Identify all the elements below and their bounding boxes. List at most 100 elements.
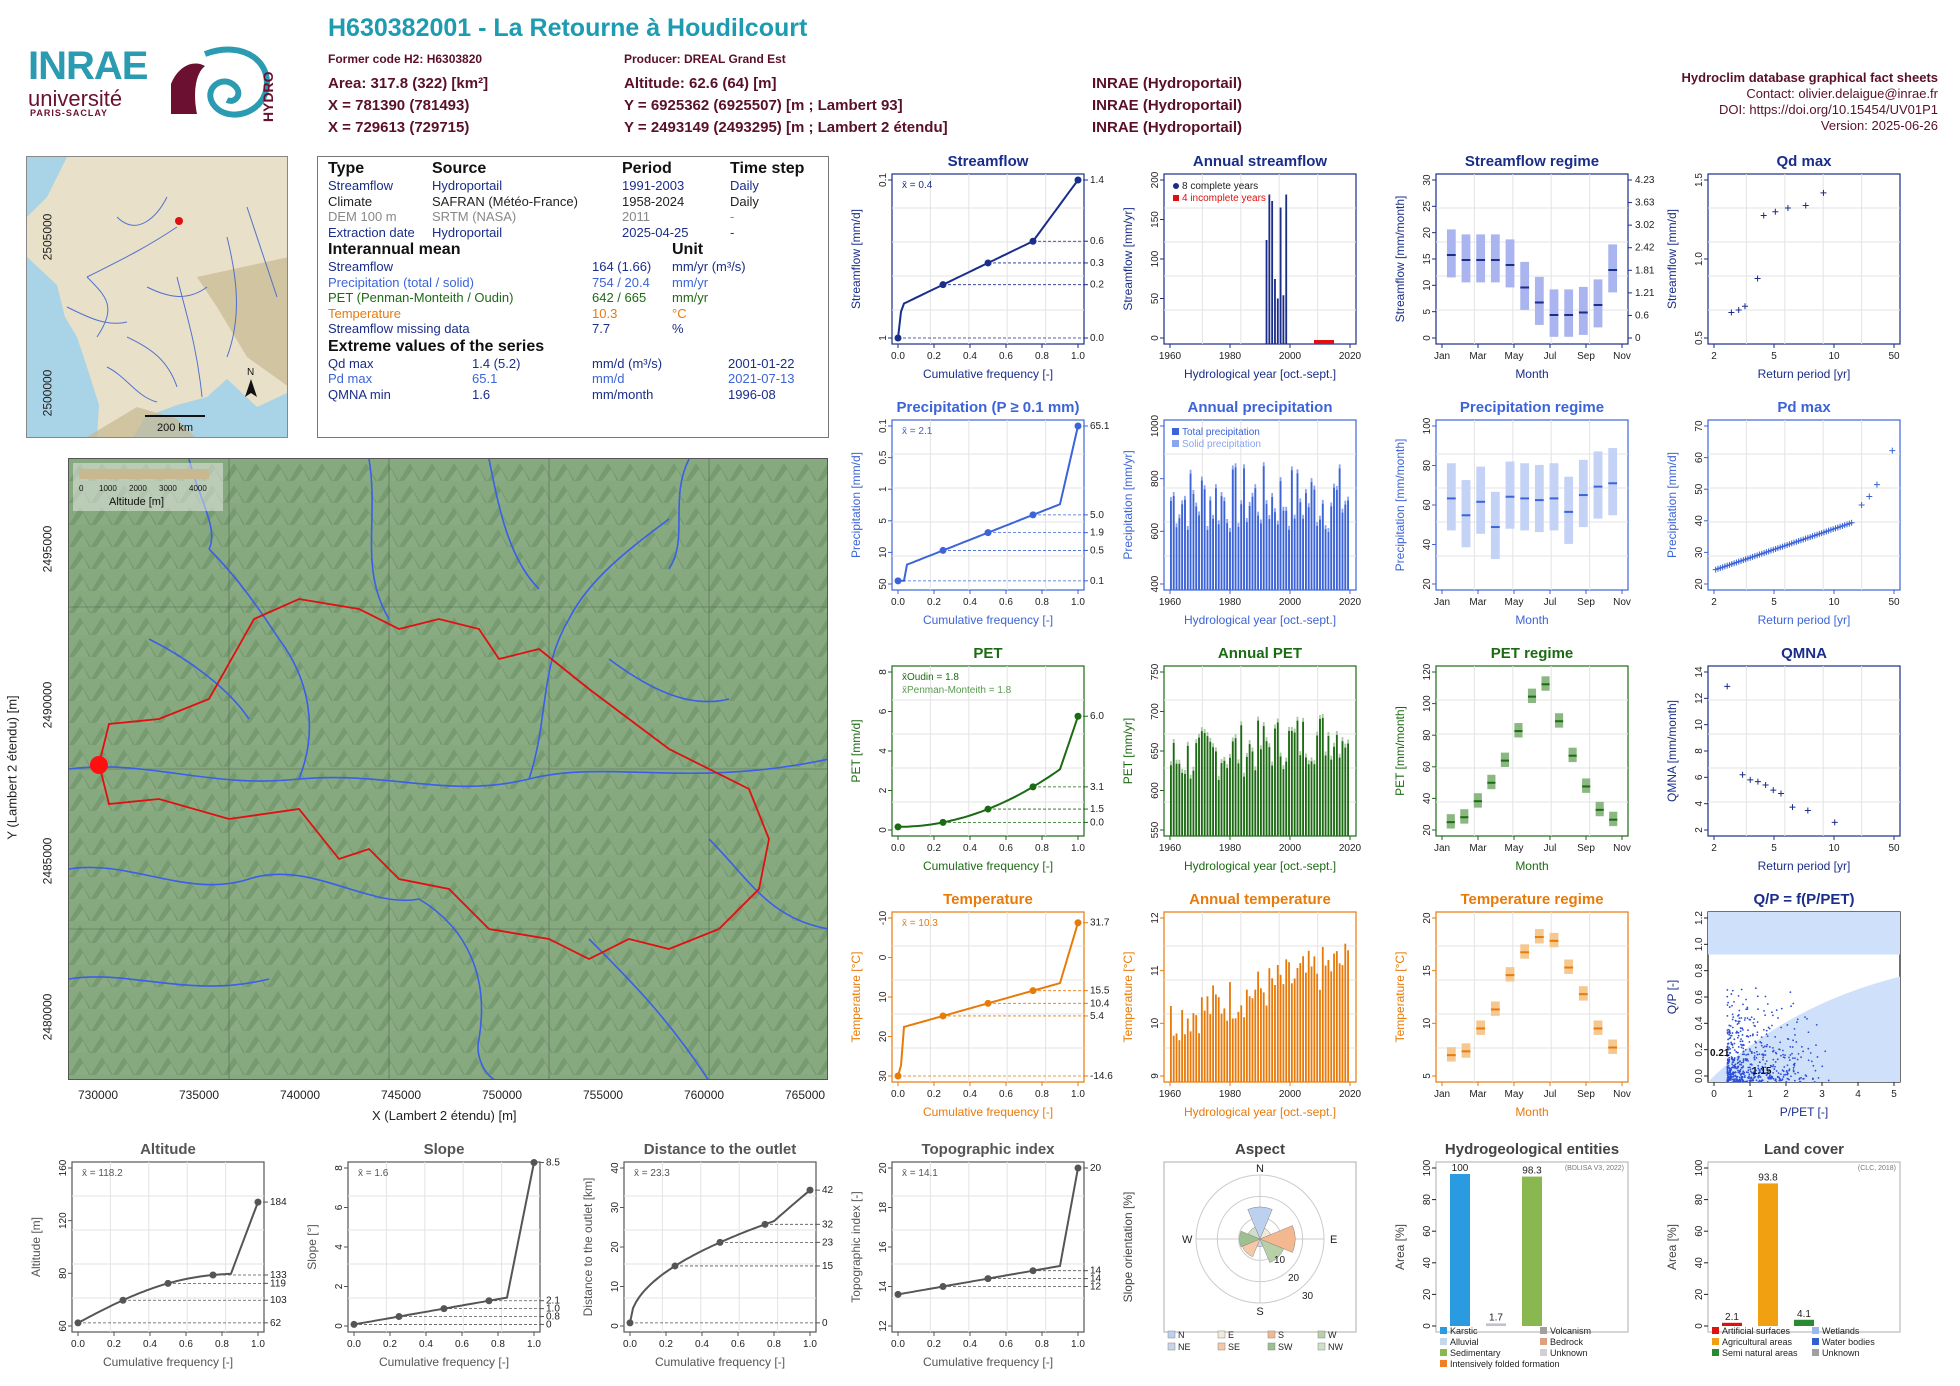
qp-point [1794, 1034, 1796, 1036]
qp-point [1792, 1069, 1795, 1072]
quantile-point [1029, 511, 1037, 519]
y-tick-label: 0 [1422, 335, 1433, 341]
qp-point [1766, 1003, 1769, 1005]
qp-point [1772, 1077, 1775, 1080]
rp-point [1762, 782, 1769, 788]
y-tick-label: 30 [878, 1070, 889, 1082]
qp-point [1746, 1008, 1749, 1010]
qp-point [1754, 987, 1757, 990]
qp-point [1728, 1031, 1731, 1034]
regime-box [1534, 464, 1544, 533]
qp-point [1740, 1066, 1743, 1069]
bar [1200, 731, 1203, 836]
bar [1335, 489, 1338, 590]
right-tick-label: 5.0 [1090, 510, 1104, 521]
qp-point [1743, 1019, 1746, 1021]
contact[interactable]: Contact: olivier.delaigue@inrae.fr [1746, 86, 1938, 101]
qp-point [1765, 1060, 1768, 1063]
qp-point [1733, 1066, 1736, 1069]
qp-point [1758, 1069, 1761, 1072]
quantile-point [1029, 237, 1037, 245]
doi-link[interactable]: DOI: https://doi.org/10.15454/UV01P1 [1719, 102, 1938, 117]
chart-svg-annual_streamflow: Annual streamflow Hydrological year [oct.… [1121, 153, 1362, 381]
bar [1251, 998, 1254, 1082]
bar [1220, 1013, 1223, 1082]
bar [1223, 501, 1226, 590]
qp-point [1785, 1070, 1788, 1072]
y-tick-label: 0.6 [1635, 310, 1649, 321]
y-tick-label: 11 [1150, 965, 1161, 976]
x-tick-label: 5 [1771, 597, 1777, 608]
legend-label: Solid precipitation [1182, 439, 1261, 450]
x-tick-label: 0.6 [999, 1339, 1013, 1350]
quantile-point [1029, 1267, 1037, 1275]
source-2: INRAE (Hydroportail) [1092, 97, 1242, 114]
y-tick-label: 100 [1422, 417, 1433, 434]
y-lambert2: Y = 2493149 (2493295) [m ; Lambert 2 éte… [624, 119, 948, 136]
cell: Daily [730, 193, 759, 209]
bar [1290, 470, 1293, 590]
qp-point [1726, 1047, 1729, 1050]
chart-temperature: Temperature Cumulative frequency [-] Tempe… [846, 890, 1114, 1120]
y-tick-label: 6 [1694, 774, 1705, 780]
qp-point [1742, 1065, 1745, 1068]
bar [1321, 946, 1324, 1082]
chart-svg-qmna: QMNA Return period [yr] QMNA [mm/month] 2 5 1… [1665, 645, 1901, 873]
y-tick-label: 8 [334, 1165, 345, 1171]
qp-point [1736, 1031, 1738, 1034]
x-tick-label: 0.8 [1035, 351, 1049, 362]
bar [1229, 982, 1231, 1082]
y-tick-label: 550 [1150, 821, 1161, 838]
bar [1229, 757, 1231, 836]
qp-point [1804, 1016, 1806, 1019]
legend-marker [1440, 1327, 1447, 1334]
x-tick-label: Nov [1613, 351, 1631, 362]
bar [1178, 1040, 1181, 1082]
bar [1307, 764, 1310, 836]
bar [1268, 747, 1271, 836]
y-axis-label: Streamflow [mm/d] [1665, 209, 1679, 309]
x-tick-label: 0.8 [1035, 1089, 1049, 1100]
bar [1274, 728, 1276, 836]
y-tick-label: 30 [610, 1202, 621, 1214]
x-axis-label: Month [1515, 1105, 1548, 1119]
x-tick-label: 0.6 [179, 1339, 193, 1350]
chart-title: Annual temperature [1189, 891, 1331, 908]
qp-point [1739, 1078, 1742, 1081]
map-xtick: 730000 [78, 1088, 119, 1102]
qp-point [1747, 1053, 1749, 1056]
chart-slope: Slope Cumulative frequency [-] Slope [°] 0.… [302, 1140, 570, 1370]
bar [1178, 763, 1181, 836]
qp-point [1726, 1014, 1729, 1017]
qp-point [1726, 995, 1729, 998]
legend-tick: 3000 [159, 484, 177, 493]
regime-box [1593, 451, 1603, 519]
cell: mm/d (m³/s) [592, 355, 663, 371]
y-tick-label: 600 [1150, 782, 1161, 799]
bar [1327, 960, 1330, 1082]
source-3: INRAE (Hydroportail) [1092, 119, 1242, 136]
qp-point [1745, 1035, 1748, 1038]
y-axis-label: Precipitation [mm/d] [1665, 452, 1679, 558]
bar [1262, 726, 1265, 836]
bar [1251, 751, 1254, 836]
header-source: Source [432, 160, 487, 177]
cell: QMNA min [328, 386, 391, 402]
x-tick-label: 0.8 [1035, 1339, 1049, 1350]
qp-point [1807, 1059, 1810, 1062]
legend-label: N [1178, 1330, 1185, 1340]
bar [1335, 951, 1338, 1082]
bar [1195, 743, 1198, 836]
source-1: INRAE (Hydroportail) [1092, 75, 1242, 92]
qp-point [1729, 1025, 1732, 1027]
bar [1296, 720, 1299, 836]
y-tick-label: 750 [1150, 663, 1161, 680]
legend-marker [1812, 1349, 1819, 1356]
qp-point [1735, 1020, 1737, 1022]
qp-point [1736, 1080, 1738, 1083]
x-tick-label: 1.0 [803, 1339, 817, 1350]
bar [1271, 496, 1274, 590]
qp-point [1754, 1046, 1757, 1049]
qp-point [1728, 1046, 1730, 1049]
rp-point [1866, 493, 1873, 500]
